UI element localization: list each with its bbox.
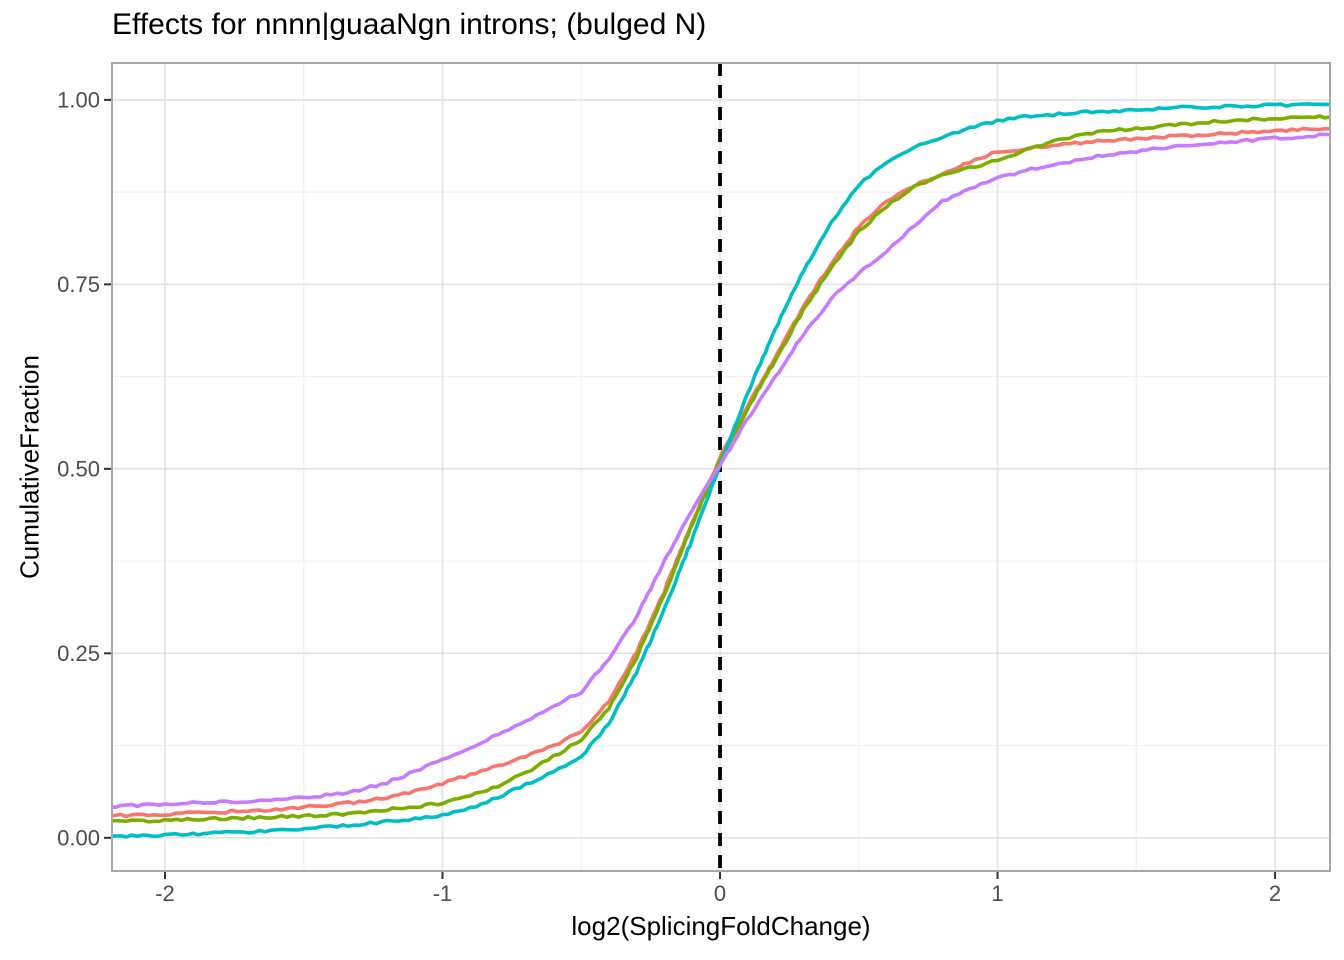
ecdf-line-purple	[112, 132, 1330, 810]
y-tick-label: 0.75	[57, 272, 100, 297]
chart-title: Effects for nnnn|guaaNgn introns; (bulge…	[112, 8, 707, 41]
y-tick-label: 0.50	[57, 456, 100, 481]
y-axis-title: CumulativeFraction	[14, 355, 45, 579]
panel-border	[111, 62, 1331, 872]
x-tick-label: 2	[1269, 881, 1281, 906]
y-tick-label: 1.00	[57, 87, 100, 112]
x-tick-label: 0	[714, 881, 726, 906]
ecdf-line-teal	[112, 102, 1330, 839]
series-group	[112, 102, 1330, 839]
y-tick-label: 0.25	[57, 641, 100, 666]
x-axis-title: log2(SplicingFoldChange)	[571, 911, 871, 941]
y-tick-label: 0.00	[57, 825, 100, 850]
x-tick-label: 1	[991, 881, 1003, 906]
x-tick-label: -2	[155, 881, 175, 906]
x-tick-label: -1	[433, 881, 453, 906]
